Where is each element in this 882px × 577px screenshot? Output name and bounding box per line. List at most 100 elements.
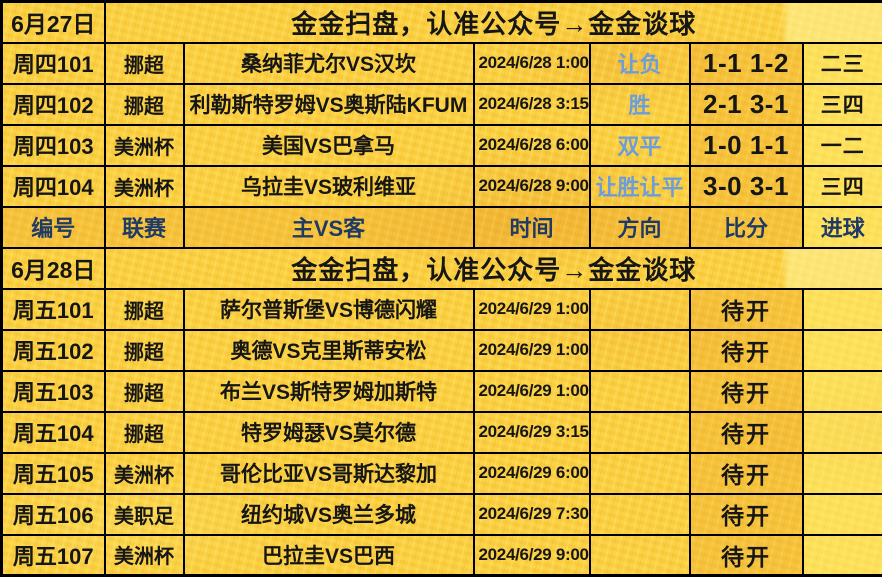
direction-cell: 让胜让平 <box>590 166 690 207</box>
league-cell: 挪超 <box>105 43 184 84</box>
score-cell: 待开 <box>690 535 803 576</box>
time-cell: 2024/6/29 1:00 <box>474 371 590 412</box>
goals-cell <box>803 371 882 412</box>
league-cell: 美职足 <box>105 494 184 535</box>
match-row: 周四101 挪超 桑纳菲尤尔VS汉坎 2024/6/28 1:00 让负 1-1… <box>2 43 882 84</box>
league-cell: 美洲杯 <box>105 535 184 576</box>
match-cell: 特罗姆瑟VS莫尔德 <box>184 412 474 453</box>
time-cell: 2024/6/28 1:00 <box>474 43 590 84</box>
match-cell: 巴拉圭VS巴西 <box>184 535 474 576</box>
match-cell: 桑纳菲尤尔VS汉坎 <box>184 43 474 84</box>
match-id-cell: 周五104 <box>2 412 105 453</box>
score-cell: 3-0 3-1 <box>690 166 803 207</box>
goals-cell <box>803 453 882 494</box>
direction-cell <box>590 289 690 330</box>
match-cell: 萨尔普斯堡VS博德闪耀 <box>184 289 474 330</box>
direction-cell <box>590 535 690 576</box>
score-cell: 待开 <box>690 289 803 330</box>
goals-cell: 三四 <box>803 166 882 207</box>
column-header-row: 编号 联赛 主VS客 时间 方向 比分 进球 <box>2 207 882 248</box>
goals-cell <box>803 330 882 371</box>
time-cell: 2024/6/29 6:00 <box>474 453 590 494</box>
match-row: 周五102 挪超 奥德VS克里斯蒂安松 2024/6/29 1:00 待开 <box>2 330 882 371</box>
direction-cell <box>590 371 690 412</box>
score-cell: 1-1 1-2 <box>690 43 803 84</box>
score-cell: 2-1 3-1 <box>690 84 803 125</box>
match-id-cell: 周四102 <box>2 84 105 125</box>
column-header-league: 联赛 <box>105 207 184 248</box>
direction-cell: 胜 <box>590 84 690 125</box>
direction-cell: 让负 <box>590 43 690 84</box>
time-cell: 2024/6/29 1:00 <box>474 289 590 330</box>
match-cell: 奥德VS克里斯蒂安松 <box>184 330 474 371</box>
league-cell: 挪超 <box>105 330 184 371</box>
direction-cell <box>590 494 690 535</box>
day1-date: 6月27日 <box>2 2 105 43</box>
match-id-cell: 周五105 <box>2 453 105 494</box>
score-cell: 待开 <box>690 371 803 412</box>
match-row: 周四104 美洲杯 乌拉圭VS玻利维亚 2024/6/28 9:00 让胜让平 … <box>2 166 882 207</box>
column-header-id: 编号 <box>2 207 105 248</box>
direction-cell <box>590 412 690 453</box>
goals-cell <box>803 535 882 576</box>
score-cell: 待开 <box>690 412 803 453</box>
match-cell: 美国VS巴拿马 <box>184 125 474 166</box>
match-row: 周五103 挪超 布兰VS斯特罗姆加斯特 2024/6/29 1:00 待开 <box>2 371 882 412</box>
time-cell: 2024/6/29 3:15 <box>474 412 590 453</box>
match-id-cell: 周五102 <box>2 330 105 371</box>
match-cell: 布兰VS斯特罗姆加斯特 <box>184 371 474 412</box>
match-row: 周五107 美洲杯 巴拉圭VS巴西 2024/6/29 9:00 待开 <box>2 535 882 576</box>
match-cell: 利勒斯特罗姆VS奥斯陆KFUM <box>184 84 474 125</box>
match-id-cell: 周五101 <box>2 289 105 330</box>
match-row: 周四103 美洲杯 美国VS巴拿马 2024/6/28 6:00 双平 1-0 … <box>2 125 882 166</box>
league-cell: 挪超 <box>105 371 184 412</box>
score-cell: 待开 <box>690 330 803 371</box>
match-row: 周五104 挪超 特罗姆瑟VS莫尔德 2024/6/29 3:15 待开 <box>2 412 882 453</box>
column-header-score: 比分 <box>690 207 803 248</box>
league-cell: 美洲杯 <box>105 166 184 207</box>
match-row: 周五101 挪超 萨尔普斯堡VS博德闪耀 2024/6/29 1:00 待开 <box>2 289 882 330</box>
goals-cell <box>803 412 882 453</box>
score-cell: 待开 <box>690 494 803 535</box>
time-cell: 2024/6/29 9:00 <box>474 535 590 576</box>
goals-cell: 二三 <box>803 43 882 84</box>
match-id-cell: 周五106 <box>2 494 105 535</box>
time-cell: 2024/6/28 6:00 <box>474 125 590 166</box>
direction-cell: 双平 <box>590 125 690 166</box>
column-header-match: 主VS客 <box>184 207 474 248</box>
match-row: 周五105 美洲杯 哥伦比亚VS哥斯达黎加 2024/6/29 6:00 待开 <box>2 453 882 494</box>
column-header-direction: 方向 <box>590 207 690 248</box>
day2-banner-title: 金金扫盘，认准公众号→金金谈球 <box>105 248 882 289</box>
time-cell: 2024/6/29 7:30 <box>474 494 590 535</box>
day1-banner-title: 金金扫盘，认准公众号→金金谈球 <box>105 2 882 43</box>
league-cell: 美洲杯 <box>105 125 184 166</box>
match-id-cell: 周四103 <box>2 125 105 166</box>
match-row: 周四102 挪超 利勒斯特罗姆VS奥斯陆KFUM 2024/6/28 3:15 … <box>2 84 882 125</box>
match-id-cell: 周四104 <box>2 166 105 207</box>
match-cell: 哥伦比亚VS哥斯达黎加 <box>184 453 474 494</box>
day1-banner-row: 6月27日 金金扫盘，认准公众号→金金谈球 <box>2 2 882 43</box>
column-header-time: 时间 <box>474 207 590 248</box>
day2-banner-row: 6月28日 金金扫盘，认准公众号→金金谈球 <box>2 248 882 289</box>
direction-cell <box>590 453 690 494</box>
score-cell: 待开 <box>690 453 803 494</box>
league-cell: 挪超 <box>105 84 184 125</box>
league-cell: 挪超 <box>105 412 184 453</box>
league-cell: 挪超 <box>105 289 184 330</box>
column-header-goals: 进球 <box>803 207 882 248</box>
time-cell: 2024/6/28 9:00 <box>474 166 590 207</box>
goals-cell <box>803 289 882 330</box>
match-cell: 乌拉圭VS玻利维亚 <box>184 166 474 207</box>
match-id-cell: 周五103 <box>2 371 105 412</box>
goals-cell <box>803 494 882 535</box>
match-id-cell: 周四101 <box>2 43 105 84</box>
direction-cell <box>590 330 690 371</box>
day2-date: 6月28日 <box>2 248 105 289</box>
league-cell: 美洲杯 <box>105 453 184 494</box>
match-cell: 纽约城VS奥兰多城 <box>184 494 474 535</box>
goals-cell: 一二 <box>803 125 882 166</box>
goals-cell: 三四 <box>803 84 882 125</box>
match-row: 周五106 美职足 纽约城VS奥兰多城 2024/6/29 7:30 待开 <box>2 494 882 535</box>
score-cell: 1-0 1-1 <box>690 125 803 166</box>
